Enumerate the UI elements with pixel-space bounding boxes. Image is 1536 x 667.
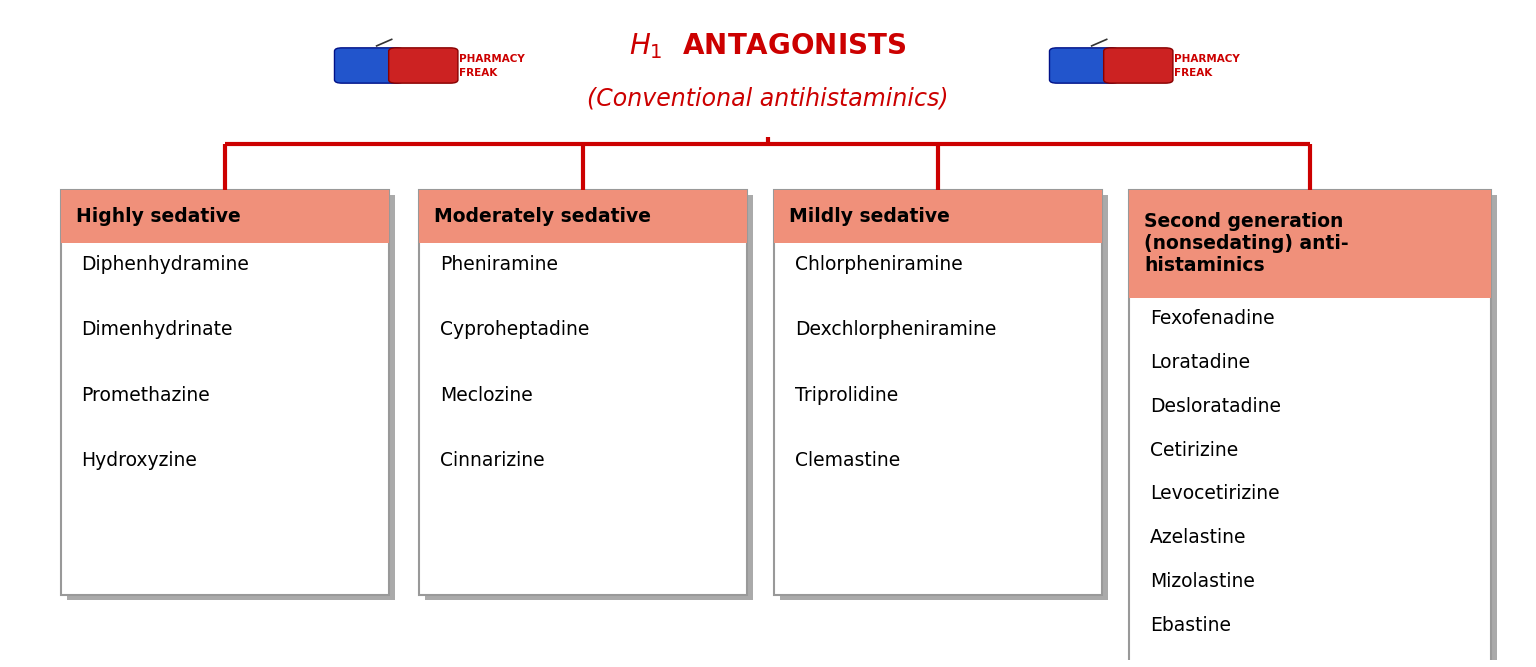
FancyBboxPatch shape: [425, 195, 753, 600]
Text: Cyproheptadine: Cyproheptadine: [439, 320, 590, 340]
FancyBboxPatch shape: [1049, 48, 1118, 83]
Text: Loratadine: Loratadine: [1150, 353, 1250, 372]
FancyBboxPatch shape: [60, 189, 389, 243]
Text: FREAK: FREAK: [459, 68, 498, 78]
Text: Mizolastine: Mizolastine: [1150, 572, 1255, 591]
Text: Meclozine: Meclozine: [439, 386, 533, 405]
Text: Highly sedative: Highly sedative: [75, 207, 240, 226]
Text: Cetirizine: Cetirizine: [1150, 441, 1238, 460]
FancyBboxPatch shape: [774, 189, 1103, 595]
Text: Second generation
(nonsedating) anti-
histaminics: Second generation (nonsedating) anti- hi…: [1144, 212, 1349, 275]
Text: Pheniramine: Pheniramine: [439, 255, 558, 274]
Text: Mildly sedative: Mildly sedative: [790, 207, 949, 226]
FancyBboxPatch shape: [1129, 189, 1490, 297]
Text: PHARMACY: PHARMACY: [459, 54, 525, 64]
FancyBboxPatch shape: [60, 189, 389, 595]
Text: $H_1$  ANTAGONISTS: $H_1$ ANTAGONISTS: [630, 31, 906, 61]
Text: Fexofenadine: Fexofenadine: [1150, 309, 1275, 328]
Text: Dimenhydrinate: Dimenhydrinate: [81, 320, 233, 340]
Text: Hydroxyzine: Hydroxyzine: [81, 451, 198, 470]
FancyBboxPatch shape: [1135, 195, 1496, 667]
FancyBboxPatch shape: [389, 48, 458, 83]
FancyBboxPatch shape: [419, 189, 746, 595]
Text: (Conventional antihistaminics): (Conventional antihistaminics): [587, 86, 949, 110]
Text: Clemastine: Clemastine: [796, 451, 900, 470]
FancyBboxPatch shape: [774, 189, 1103, 243]
FancyBboxPatch shape: [419, 189, 746, 243]
Text: Dexchlorpheniramine: Dexchlorpheniramine: [796, 320, 997, 340]
FancyBboxPatch shape: [66, 195, 395, 600]
Text: Moderately sedative: Moderately sedative: [433, 207, 651, 226]
Text: FREAK: FREAK: [1175, 68, 1213, 78]
Text: Levocetirizine: Levocetirizine: [1150, 484, 1279, 504]
Text: Ebastine: Ebastine: [1150, 616, 1232, 635]
Text: Triprolidine: Triprolidine: [796, 386, 899, 405]
Text: Desloratadine: Desloratadine: [1150, 397, 1281, 416]
FancyBboxPatch shape: [1104, 48, 1174, 83]
Text: Cinnarizine: Cinnarizine: [439, 451, 544, 470]
Text: Diphenhydramine: Diphenhydramine: [81, 255, 249, 274]
Text: Chlorpheniramine: Chlorpheniramine: [796, 255, 963, 274]
Text: Promethazine: Promethazine: [81, 386, 210, 405]
Text: PHARMACY: PHARMACY: [1175, 54, 1240, 64]
Text: Azelastine: Azelastine: [1150, 528, 1247, 548]
FancyBboxPatch shape: [335, 48, 404, 83]
FancyBboxPatch shape: [780, 195, 1107, 600]
FancyBboxPatch shape: [1129, 189, 1490, 667]
